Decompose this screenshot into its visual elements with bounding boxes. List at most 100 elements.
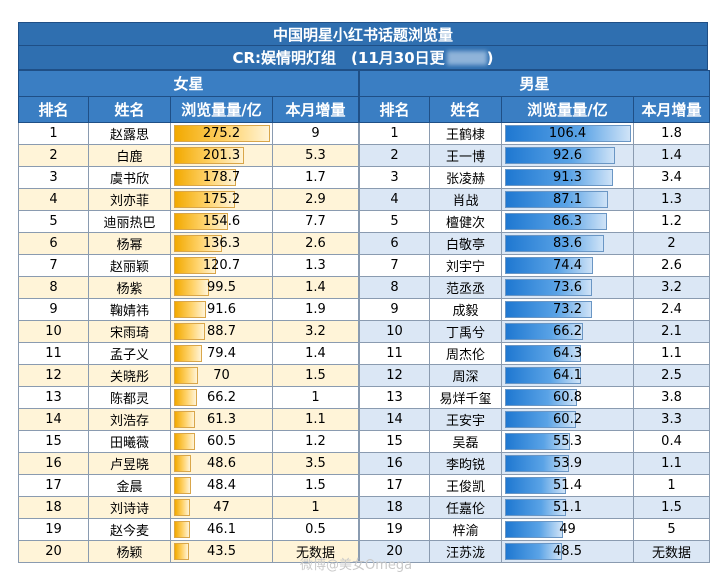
female-views-cell: 43.5 [170, 540, 273, 563]
female-views-cell: 201.3 [170, 144, 273, 167]
female-group-header: 女星 [17, 70, 360, 97]
male-views-bar [505, 367, 582, 384]
female-views-cell: 175.2 [170, 188, 273, 211]
female-views-cell: 48.6 [170, 452, 273, 475]
male-views-bar [505, 257, 594, 274]
female-table-row: 15 田曦薇 60.5 1.2 [18, 430, 360, 453]
male-views-cell: 83.6 [501, 232, 635, 255]
female-table-row: 20 杨颖 43.5 无数据 [18, 540, 360, 563]
male-views-bar [505, 213, 608, 230]
female-views-bar [174, 499, 190, 516]
female-views-cell: 136.3 [170, 232, 273, 255]
female-table-row: 14 刘浩存 61.3 1.1 [18, 408, 360, 431]
female-name-cell: 鞠婧祎 [88, 298, 171, 321]
female-views-value: 43.5 [207, 544, 236, 559]
female-table-row: 17 金晨 48.4 1.5 [18, 474, 360, 497]
male-views-bar [505, 411, 577, 428]
male-col-increase: 本月增量 [633, 96, 711, 123]
female-col-rank: 排名 [18, 96, 89, 123]
male-name-cell: 任嘉伦 [429, 496, 503, 519]
male-table-row: 14 王安宇 60.2 3.3 [359, 408, 711, 431]
female-table: 女星 排名 姓名 浏览量量/亿 本月增量 1 赵露思 275.2 9 2 白鹿 201.3 5… [17, 70, 360, 563]
male-increase-cell: 1.1 [633, 342, 711, 365]
female-views-bar [174, 411, 195, 428]
female-views-cell: 91.6 [170, 298, 273, 321]
female-views-cell: 60.5 [170, 430, 273, 453]
male-views-bar [505, 433, 571, 450]
female-views-value: 275.2 [202, 126, 241, 141]
male-rank-cell: 2 [359, 144, 431, 167]
male-col-views: 浏览量量/亿 [501, 96, 635, 123]
female-views-cell: 178.7 [170, 166, 273, 189]
male-name-cell: 王一博 [429, 144, 503, 167]
male-views-cell: 73.2 [501, 298, 635, 321]
female-increase-cell: 2.9 [271, 188, 360, 211]
female-name-cell: 刘亦菲 [88, 188, 171, 211]
female-increase-cell: 1.7 [271, 166, 360, 189]
male-table-row: 6 白敬亭 83.6 2 [359, 232, 711, 255]
female-rank-cell: 11 [18, 342, 89, 365]
male-group-header: 男星 [359, 70, 711, 97]
male-views-cell: 60.8 [501, 386, 635, 409]
male-views-value: 60.2 [553, 412, 582, 427]
female-rank-cell: 7 [18, 254, 89, 277]
male-name-cell: 易烊千玺 [429, 386, 503, 409]
female-views-value: 60.5 [207, 434, 236, 449]
male-views-bar [505, 389, 578, 406]
male-views-cell: 49 [501, 518, 635, 541]
male-views-value: 92.6 [553, 148, 582, 163]
male-increase-cell: 2.4 [633, 298, 711, 321]
male-views-value: 74.4 [553, 258, 582, 273]
male-views-cell: 51.1 [501, 496, 635, 519]
male-views-value: 55.3 [553, 434, 582, 449]
female-views-cell: 275.2 [170, 122, 273, 145]
male-increase-cell: 1.1 [633, 452, 711, 475]
female-name-cell: 刘诗诗 [88, 496, 171, 519]
male-name-cell: 范丞丞 [429, 276, 503, 299]
male-increase-cell: 1.3 [633, 188, 711, 211]
male-table-row: 11 周杰伦 64.3 1.1 [359, 342, 711, 365]
male-increase-cell: 1.5 [633, 496, 711, 519]
female-increase-cell: 1.4 [271, 276, 360, 299]
female-table-row: 10 宋雨琦 88.7 3.2 [18, 320, 360, 343]
female-table-row: 3 虞书欣 178.7 1.7 [18, 166, 360, 189]
ranking-sheet: 中国明星小红书话题浏览量 CR:娱情明灯组 (11月30日更) 女星 排名 姓名… [17, 22, 711, 570]
male-views-cell: 55.3 [501, 430, 635, 453]
male-increase-cell: 无数据 [633, 540, 711, 563]
female-increase-cell: 1.4 [271, 342, 360, 365]
blurred-date-mosaic [446, 50, 487, 65]
male-increase-cell: 3.4 [633, 166, 711, 189]
female-views-bar [174, 235, 222, 252]
male-rank-cell: 17 [359, 474, 431, 497]
male-views-cell: 66.2 [501, 320, 635, 343]
male-name-cell: 王安宇 [429, 408, 503, 431]
male-increase-cell: 2 [633, 232, 711, 255]
male-rank-cell: 1 [359, 122, 431, 145]
female-increase-cell: 1.2 [271, 430, 360, 453]
male-col-name: 姓名 [429, 96, 503, 123]
female-views-cell: 120.7 [170, 254, 273, 277]
male-views-cell: 87.1 [501, 188, 635, 211]
female-views-value: 46.1 [207, 522, 236, 537]
male-views-value: 83.6 [553, 236, 582, 251]
female-rank-cell: 9 [18, 298, 89, 321]
female-rank-cell: 14 [18, 408, 89, 431]
female-views-bar [174, 455, 191, 472]
female-increase-cell: 1.5 [271, 474, 360, 497]
male-views-cell: 73.6 [501, 276, 635, 299]
female-increase-cell: 3.5 [271, 452, 360, 475]
female-views-bar [174, 279, 209, 296]
male-increase-cell: 3.3 [633, 408, 711, 431]
female-views-value: 47 [213, 500, 230, 515]
male-views-cell: 86.3 [501, 210, 635, 233]
female-views-bar [174, 543, 189, 560]
male-table-row: 20 汪苏泷 48.5 无数据 [359, 540, 711, 563]
female-increase-cell: 1 [271, 386, 360, 409]
female-increase-cell: 无数据 [271, 540, 360, 563]
male-views-cell: 92.6 [501, 144, 635, 167]
male-views-bar [505, 521, 564, 538]
female-increase-cell: 2.6 [271, 232, 360, 255]
male-rank-cell: 3 [359, 166, 431, 189]
female-increase-cell: 1.3 [271, 254, 360, 277]
female-views-value: 201.3 [202, 148, 241, 163]
